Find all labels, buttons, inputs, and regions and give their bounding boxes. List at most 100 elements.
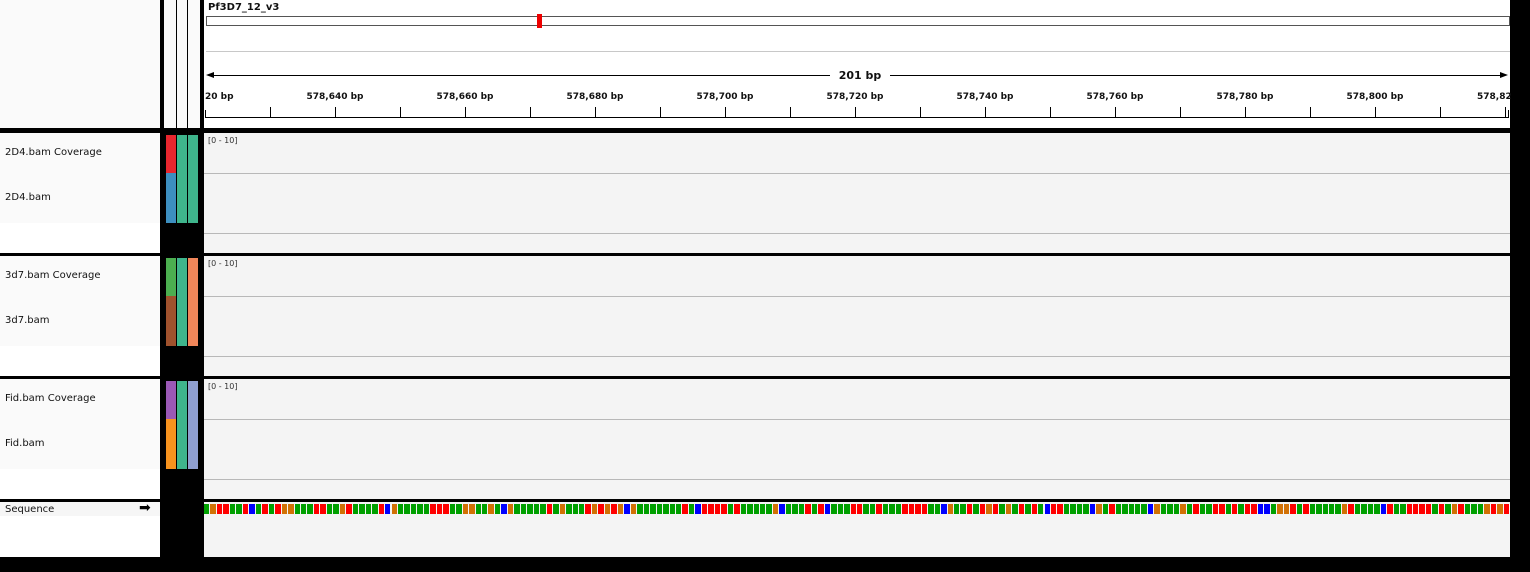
track-name-alignment[interactable]: 3d7.bam <box>5 315 50 326</box>
sequence-data-panel[interactable] <box>204 502 1510 557</box>
sequence-base <box>882 504 889 514</box>
sequence-base <box>1115 504 1122 514</box>
sequence-base <box>747 504 753 514</box>
sequence-base <box>1425 504 1432 514</box>
right-arrowhead <box>1500 72 1508 78</box>
sequence-base <box>488 504 494 514</box>
sequence-base <box>275 504 281 514</box>
sequence-base <box>333 504 339 514</box>
sequence-base <box>792 504 798 514</box>
track-name-spacer <box>0 223 160 253</box>
data-range-label: [0 - 10] <box>208 136 238 145</box>
sequence-base <box>204 504 210 514</box>
data-panel-fid[interactable]: [0 - 10] <box>204 379 1510 499</box>
alignment-track-divider <box>204 479 1510 480</box>
sequence-track-name[interactable]: Sequence <box>5 504 55 515</box>
ruler[interactable]: 20 bp 578,640 bp 578,660 bp 578,680 bp 5… <box>204 92 1512 128</box>
sequence-base <box>1387 504 1393 514</box>
track-name-alignment[interactable]: 2D4.bam <box>5 192 51 203</box>
sequence-base <box>701 504 708 514</box>
sequence-base <box>928 504 934 514</box>
sequence-base <box>326 504 333 514</box>
ruler-tick-label: 578,640 bp <box>306 92 364 102</box>
ruler-tick <box>660 107 661 117</box>
sequence-base <box>766 504 772 514</box>
track-name-alignment[interactable]: Fid.bam <box>5 438 45 449</box>
attribute-cell-coverage[interactable] <box>166 135 176 173</box>
attribute-cell-sample[interactable] <box>188 258 198 346</box>
sequence-base <box>417 504 423 514</box>
track-name-coverage[interactable]: Fid.bam Coverage <box>5 393 96 404</box>
track-names-panel-fid: Fid.bam Coverage Fid.bam <box>0 379 160 499</box>
track-name-coverage[interactable]: 3d7.bam Coverage <box>5 270 101 281</box>
sequence-base <box>1076 504 1083 514</box>
sequence-base <box>1432 504 1438 514</box>
sequence-base <box>1328 504 1335 514</box>
attribute-cell-sample[interactable] <box>188 381 198 469</box>
attribute-panel-3d7 <box>164 256 200 376</box>
attribute-cell-group[interactable] <box>177 135 187 223</box>
strand-arrow-icon[interactable]: ➡ <box>139 500 151 516</box>
sequence-base <box>1316 504 1322 514</box>
sequence-base <box>1497 504 1503 514</box>
attribute-cell-group[interactable] <box>177 258 187 346</box>
header-name-panel <box>0 0 160 128</box>
ruler-right-cap <box>1508 110 1509 118</box>
chromosome-ideogram[interactable] <box>206 14 1510 28</box>
span-arrow: 201 bp <box>206 69 1508 82</box>
attribute-cell-coverage[interactable] <box>166 258 176 296</box>
sequence-base <box>1135 504 1141 514</box>
sequence-base <box>630 504 637 514</box>
sequence-base <box>934 504 941 514</box>
ruler-tick <box>725 107 726 117</box>
ruler-baseline <box>205 117 1509 118</box>
track-name-coverage[interactable]: 2D4.bam Coverage <box>5 147 102 158</box>
sequence-base <box>262 504 268 514</box>
sequence-base <box>902 504 908 514</box>
sequence-name-panel: Sequence ➡ <box>0 500 160 557</box>
sequence-base <box>1296 504 1303 514</box>
sequence-base <box>837 504 844 514</box>
sequence-base <box>895 504 902 514</box>
attribute-cell-coverage[interactable] <box>166 381 176 419</box>
sequence-base <box>915 504 921 514</box>
sequence-base <box>1374 504 1380 514</box>
sequence-base <box>1419 504 1425 514</box>
header-data-panel: Pf3D7_12_v3 201 bp 20 bp 578,640 bp 578,… <box>204 0 1512 128</box>
sequence-base <box>1031 504 1038 514</box>
sequence-base <box>216 504 223 514</box>
track-name-spacer <box>0 346 160 376</box>
sequence-base <box>507 504 514 514</box>
sequence-base <box>501 504 507 514</box>
sequence-base <box>1451 504 1458 514</box>
attribute-cell-sample[interactable] <box>188 135 198 223</box>
sequence-base <box>960 504 966 514</box>
attribute-cell-group[interactable] <box>177 381 187 469</box>
data-panel-3d7[interactable]: [0 - 10] <box>204 256 1510 376</box>
sequence-base <box>1458 504 1464 514</box>
sequence-base <box>663 504 669 514</box>
attribute-panel-2d4 <box>164 133 200 253</box>
sequence-base <box>617 504 624 514</box>
sequence-base <box>992 504 999 514</box>
attribute-cell-alignment[interactable] <box>166 173 176 223</box>
sequence-base <box>818 504 824 514</box>
data-panel-2d4[interactable]: [0 - 10] <box>204 133 1510 253</box>
sequence-base <box>210 504 216 514</box>
sequence-base <box>669 504 675 514</box>
sequence-base <box>1102 504 1109 514</box>
ruler-tick-label: 578,800 bp <box>1346 92 1404 102</box>
attribute-cell-alignment[interactable] <box>166 296 176 346</box>
sequence-base <box>1503 504 1509 514</box>
attribute-cell-alignment[interactable] <box>166 419 176 469</box>
sequence-base <box>1471 504 1477 514</box>
left-arrowhead <box>206 72 214 78</box>
sequence-base <box>708 504 714 514</box>
coverage-track-divider <box>204 173 1510 174</box>
sequence-base <box>1277 504 1283 514</box>
sequence-base <box>695 504 701 514</box>
sequence-base <box>1309 504 1316 514</box>
sequence-base <box>1160 504 1167 514</box>
ruler-tick <box>335 107 336 117</box>
sequence-base <box>1393 504 1400 514</box>
